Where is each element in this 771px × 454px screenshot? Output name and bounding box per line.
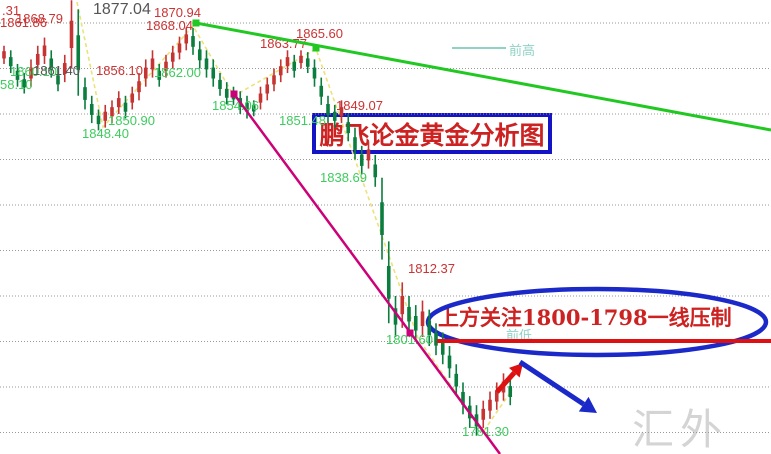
falling-trendline-handle[interactable] bbox=[230, 90, 238, 98]
price-label: 1861.40 bbox=[33, 63, 80, 78]
price-label: 1870.94 bbox=[154, 5, 201, 20]
price-label: 58.10 bbox=[0, 77, 33, 92]
bounce-arrow bbox=[495, 371, 517, 394]
price-label: 1868.79 bbox=[16, 11, 63, 26]
price-label: 1861.86 bbox=[0, 15, 47, 30]
falling-trendline-handle[interactable] bbox=[406, 329, 414, 337]
price-label: 1865.60 bbox=[296, 26, 343, 41]
resistance-trendline-handle[interactable] bbox=[192, 19, 200, 27]
price-label: 1860.10 bbox=[10, 64, 57, 79]
bounce-arrow-head bbox=[508, 363, 523, 378]
price-label: 1812.37 bbox=[408, 261, 455, 276]
price-label: 1863.77 bbox=[260, 36, 307, 51]
resistance-note-text: 上方关注1800-1798一线压制 bbox=[438, 305, 732, 330]
falling-trendline[interactable] bbox=[232, 93, 502, 454]
price-label: .31 bbox=[2, 3, 20, 18]
price-label: 1877.04 bbox=[93, 1, 151, 18]
prev-high-label: 前高 bbox=[509, 43, 536, 58]
price-label: 1849.07 bbox=[336, 98, 383, 113]
price-label: 1868.04 bbox=[146, 18, 193, 33]
price-label: 1854.06 bbox=[212, 98, 259, 113]
price-label: 1850.90 bbox=[108, 113, 155, 128]
resistance-ellipse bbox=[425, 286, 769, 358]
forecast-down-arrow-head bbox=[578, 396, 597, 413]
price-label: 1781.30 bbox=[462, 424, 509, 439]
price-label: 1851.48 bbox=[279, 113, 326, 128]
price-label: 1848.40 bbox=[82, 126, 129, 141]
site-watermark: 汇外网 bbox=[632, 405, 729, 454]
price-label: 1856.10 bbox=[96, 63, 143, 78]
analyst-title-text: 鹏飞论金黄金分析图 bbox=[319, 120, 545, 150]
resistance-trendline-handle[interactable] bbox=[312, 44, 320, 52]
resistance-trendline[interactable] bbox=[195, 21, 771, 132]
forecast-down-arrow bbox=[518, 359, 586, 407]
price-label: 1838.69 bbox=[320, 170, 367, 185]
price-label: 1862.00 bbox=[154, 65, 201, 80]
analyst-title-box: 鹏飞论金黄金分析图 bbox=[312, 113, 552, 154]
price-label: 1801.60 bbox=[386, 332, 433, 347]
